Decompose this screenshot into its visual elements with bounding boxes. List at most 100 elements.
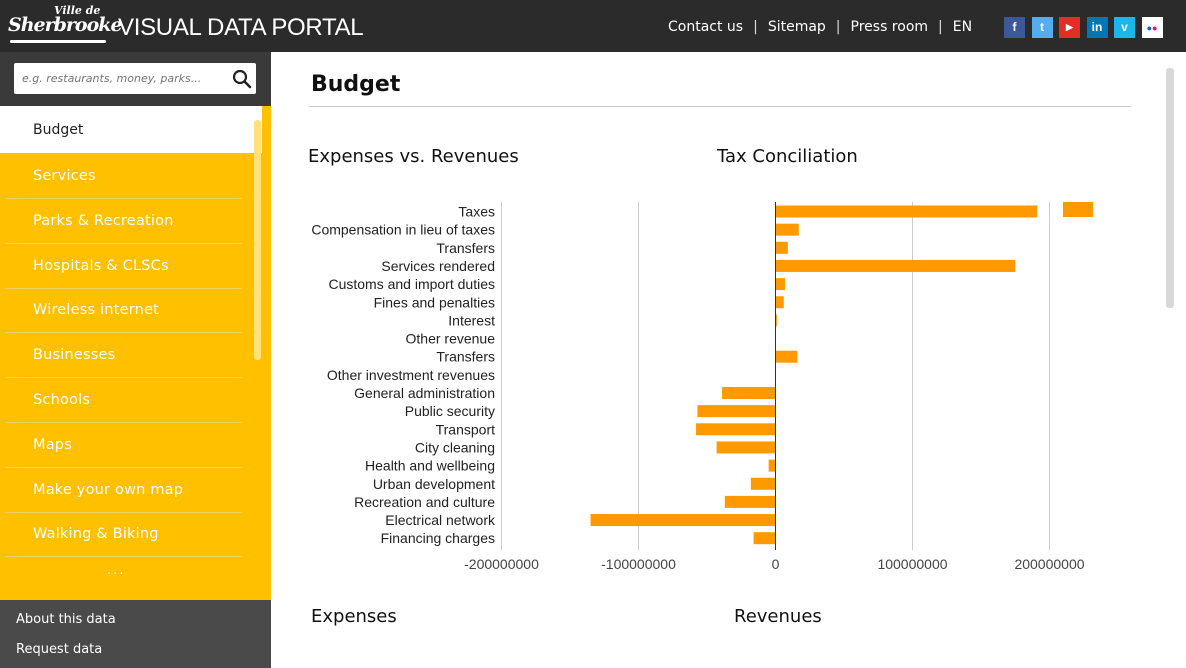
chart-bar bbox=[775, 241, 788, 254]
category-label: Public security bbox=[405, 403, 495, 419]
search-box bbox=[14, 63, 256, 94]
sidebar-item-label: Walking & Biking bbox=[33, 526, 159, 543]
chart-bar bbox=[775, 278, 786, 291]
category-label: General administration bbox=[354, 385, 495, 401]
sidebar-item-label: Businesses bbox=[33, 347, 116, 364]
sidebar-item-label: Make your own map bbox=[33, 481, 184, 498]
main-content: Budget Expenses vs. Revenues Tax Concili… bbox=[271, 52, 1186, 668]
chart-bar bbox=[697, 405, 776, 418]
sidebar-item-label: Schools bbox=[33, 392, 91, 408]
tax-conciliation-title: Tax Conciliation bbox=[717, 146, 858, 167]
nav-separator: | bbox=[938, 19, 943, 35]
main-scrollbar[interactable] bbox=[1166, 68, 1174, 308]
sidebar-item-wireless-internet[interactable]: Wireless internet bbox=[5, 288, 242, 334]
x-tick-label: -200000000 bbox=[464, 556, 539, 572]
facebook-icon[interactable]: f bbox=[1004, 17, 1025, 38]
category-label: Transfers bbox=[436, 349, 495, 365]
sidebar: Budget Services Parks & Recreation Hospita… bbox=[0, 52, 271, 668]
search-icon[interactable] bbox=[232, 69, 252, 89]
chart-bar bbox=[696, 423, 776, 436]
category-label: Services rendered bbox=[381, 258, 495, 274]
category-label: Electrical network bbox=[385, 512, 496, 528]
request-data-link[interactable]: Request data bbox=[16, 642, 103, 657]
sidebar-item-schools[interactable]: Schools bbox=[5, 378, 242, 423]
flickr-icon[interactable]: ●● bbox=[1141, 17, 1163, 38]
chart-bar bbox=[775, 314, 777, 327]
youtube-icon[interactable]: ▶ bbox=[1059, 17, 1080, 38]
sidebar-item-label: Maps bbox=[33, 436, 72, 453]
chart-bar bbox=[724, 495, 776, 508]
expenses-vs-revenues-title: Expenses vs. Revenues bbox=[308, 146, 519, 167]
sidebar-item-label: Parks & Recreation bbox=[33, 212, 174, 229]
legend-swatch bbox=[1063, 202, 1093, 217]
search-area bbox=[0, 52, 271, 106]
logo-small-text: Ville de bbox=[54, 4, 101, 17]
sitemap-link[interactable]: Sitemap bbox=[767, 19, 826, 35]
category-label: Fines and penalties bbox=[374, 294, 495, 310]
title-divider bbox=[309, 106, 1131, 107]
category-label: Recreation and culture bbox=[354, 494, 495, 510]
linkedin-icon[interactable]: in bbox=[1086, 17, 1108, 38]
category-label: Interest bbox=[448, 312, 495, 328]
site-title: VISUAL DATA PORTAL bbox=[118, 14, 364, 41]
nav-separator: | bbox=[753, 19, 758, 35]
twitter-icon[interactable]: t bbox=[1031, 17, 1053, 38]
logo-main-text: Sherbrooke bbox=[8, 14, 123, 36]
chart-bar bbox=[775, 350, 798, 363]
chart-bar bbox=[775, 296, 784, 309]
chart-bar bbox=[590, 514, 776, 527]
chart-bar bbox=[775, 259, 1016, 272]
category-label: Financing charges bbox=[381, 530, 495, 546]
language-toggle[interactable]: EN bbox=[952, 19, 973, 35]
page-title: Budget bbox=[311, 72, 401, 97]
about-this-data-link[interactable]: About this data bbox=[16, 612, 116, 627]
sidebar-scrollbar[interactable] bbox=[254, 120, 261, 360]
sidebar-item-businesses[interactable]: Businesses bbox=[5, 333, 242, 379]
category-label: Other investment revenues bbox=[327, 367, 495, 383]
search-input[interactable] bbox=[22, 68, 222, 88]
category-label: Other revenue bbox=[406, 331, 496, 347]
category-label: Transport bbox=[436, 421, 496, 437]
sherbrooke-logo[interactable]: Ville de Sherbrooke bbox=[8, 4, 123, 46]
sidebar-item-label: Hospitals & CLSCs bbox=[33, 257, 169, 274]
sidebar-item-label: Wireless internet bbox=[33, 302, 160, 319]
sidebar-item-label: Services bbox=[33, 168, 96, 184]
category-label: Customs and import duties bbox=[328, 276, 495, 292]
chart-bar bbox=[753, 532, 776, 545]
vimeo-icon[interactable]: v bbox=[1114, 17, 1135, 38]
chart-bar bbox=[722, 387, 776, 399]
more-items[interactable]: ... bbox=[107, 563, 126, 578]
sidebar-item-walking-biking[interactable]: Walking & Biking bbox=[5, 512, 242, 558]
top-nav: Contact us | Sitemap | Press room | EN bbox=[668, 19, 972, 35]
chart-bar bbox=[750, 477, 776, 490]
category-label: Health and wellbeing bbox=[365, 458, 495, 474]
category-label: Urban development bbox=[373, 476, 495, 492]
nav-separator: | bbox=[835, 19, 841, 35]
x-tick-label: 200000000 bbox=[1014, 556, 1084, 572]
contact-us-link[interactable]: Contact us bbox=[668, 19, 744, 35]
sidebar-item-maps[interactable]: Maps bbox=[5, 423, 242, 468]
x-tick-label: -100000000 bbox=[601, 556, 676, 572]
chart-bar bbox=[775, 205, 1038, 218]
sidebar-item-label: Budget bbox=[33, 122, 84, 138]
sidebar-item-hospitals-clscs[interactable]: Hospitals & CLSCs bbox=[5, 244, 242, 289]
sidebar-item-services[interactable]: Services bbox=[5, 154, 242, 199]
top-header: Ville de Sherbrooke VISUAL DATA PORTAL C… bbox=[0, 0, 1186, 53]
budget-bar-chart: Taxes Compensation in lieu of taxes Transf… bbox=[311, 202, 1093, 572]
logo-swoosh bbox=[10, 40, 106, 43]
chart-bar bbox=[775, 223, 799, 236]
sidebar-item-make-your-own-map[interactable]: Make your own map bbox=[5, 468, 242, 513]
category-label: Taxes bbox=[458, 204, 495, 220]
chart-bar bbox=[768, 459, 776, 472]
x-tick-label: 100000000 bbox=[877, 556, 947, 572]
press-room-link[interactable]: Press room bbox=[850, 19, 929, 35]
category-label: City cleaning bbox=[415, 439, 495, 455]
expenses-title: Expenses bbox=[311, 606, 397, 627]
x-tick-label: 0 bbox=[772, 556, 780, 572]
category-label: Transfers bbox=[436, 240, 495, 256]
sidebar-item-budget[interactable]: Budget bbox=[0, 106, 262, 153]
sidebar-footer: About this data Request data bbox=[0, 600, 271, 668]
sidebar-item-parks-recreation[interactable]: Parks & Recreation bbox=[5, 199, 242, 244]
revenues-title: Revenues bbox=[734, 606, 822, 627]
chart-bar bbox=[716, 441, 776, 454]
